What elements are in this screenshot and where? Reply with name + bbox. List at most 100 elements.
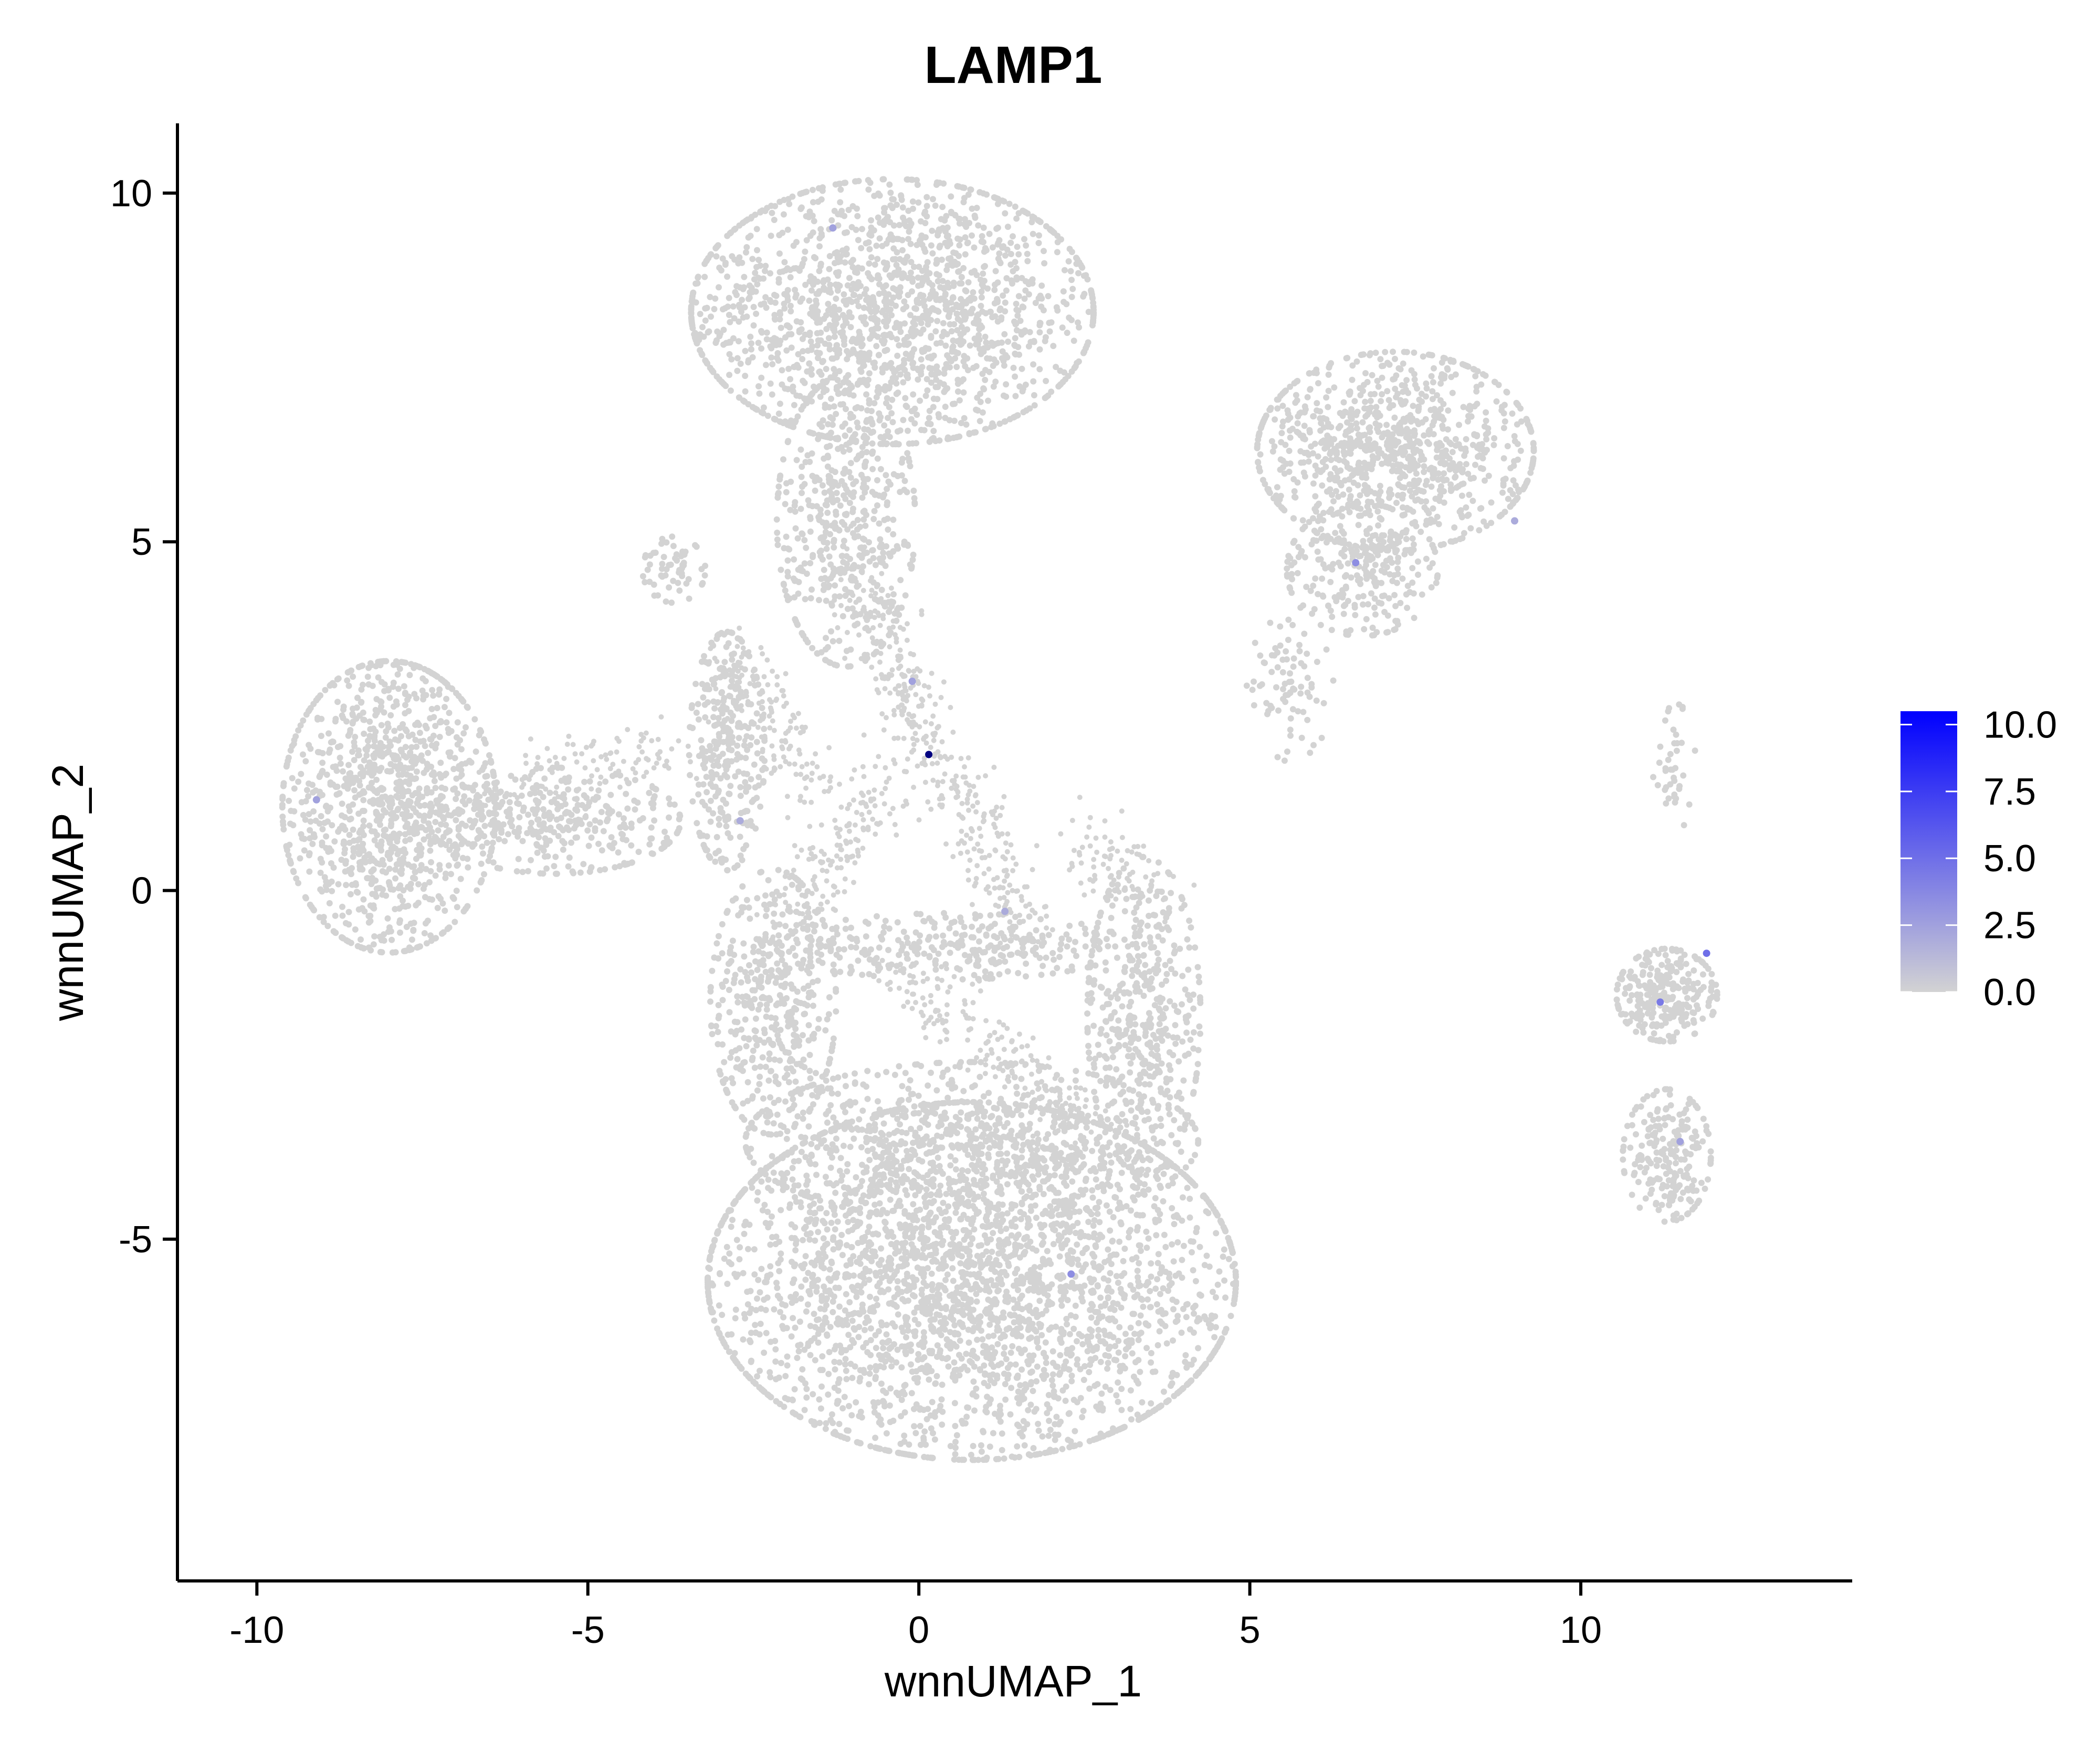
cell-point	[758, 301, 764, 308]
cell-point	[816, 243, 823, 250]
cell-point	[755, 774, 762, 780]
cell-point	[784, 226, 791, 233]
cell-point	[724, 968, 731, 975]
cell-point	[767, 1094, 773, 1101]
cell-point	[740, 904, 747, 911]
cell-point	[352, 926, 359, 933]
cell-point	[855, 237, 862, 244]
cell-point	[1019, 388, 1026, 395]
cell-point	[824, 644, 831, 650]
cell-point	[800, 403, 807, 409]
cell-point	[779, 957, 785, 964]
cell-point	[839, 401, 846, 408]
cell-point	[851, 292, 858, 298]
cell-point	[882, 917, 889, 924]
cell-point	[773, 1131, 780, 1138]
cell-point	[801, 1000, 807, 1007]
cell-point	[942, 228, 949, 235]
cell-point	[374, 766, 381, 773]
cell-point	[936, 180, 943, 186]
cell-point	[594, 794, 601, 801]
cell-point	[776, 992, 783, 999]
cell-point	[815, 355, 821, 362]
cell-point	[738, 1063, 744, 1070]
cell-point	[773, 292, 780, 299]
cell-point	[755, 257, 762, 263]
cell-point	[928, 306, 935, 313]
cell-point	[387, 823, 394, 829]
cell-point	[402, 788, 408, 795]
cell-point	[411, 776, 418, 782]
cell-point	[943, 213, 950, 219]
cell-point	[452, 841, 458, 848]
cell-point	[906, 228, 912, 235]
cell-point	[895, 389, 901, 396]
cell-point	[1056, 954, 1063, 961]
cell-point	[735, 338, 742, 345]
cell-point	[386, 866, 393, 872]
cell-point	[455, 861, 461, 868]
cell-point	[842, 229, 848, 236]
cell-point	[892, 302, 899, 309]
cell-point	[982, 949, 988, 955]
cell-point	[432, 819, 439, 826]
cell-point	[906, 217, 913, 224]
cell-point	[465, 864, 471, 871]
cell-point	[1036, 322, 1043, 329]
cell-point	[528, 857, 534, 863]
cell-point	[477, 879, 484, 885]
cell-point	[692, 330, 698, 336]
cell-point	[379, 891, 386, 898]
cell-point	[917, 330, 924, 337]
cell-point	[841, 946, 847, 953]
cell-point	[865, 920, 872, 927]
cell-point	[994, 959, 1000, 966]
cell-point	[295, 727, 302, 734]
cell-point	[732, 972, 739, 978]
cell-point	[378, 722, 385, 729]
cell-point	[774, 542, 781, 548]
cell-point	[771, 1024, 777, 1031]
cell-point	[441, 704, 448, 711]
cell-point	[845, 207, 852, 213]
cell-point	[365, 913, 372, 920]
cell-point	[900, 379, 907, 386]
cell-point	[823, 366, 830, 372]
cell-point	[848, 314, 855, 321]
cell-point	[794, 266, 801, 272]
cell-point	[719, 751, 726, 757]
cell-point	[1024, 935, 1031, 942]
cell-point	[524, 868, 531, 874]
cell-point	[402, 824, 409, 830]
cell-point	[345, 938, 352, 945]
cell-point	[928, 379, 934, 386]
cell-point	[890, 531, 897, 537]
cell-point	[351, 743, 358, 750]
cell-point	[696, 753, 702, 759]
cell-point	[815, 185, 822, 192]
cell-point	[905, 542, 911, 549]
cell-point	[298, 771, 304, 777]
cell-point	[392, 906, 398, 912]
cell-point	[742, 755, 749, 762]
cell-point	[1105, 943, 1111, 949]
cell-point	[873, 491, 879, 498]
cell-point	[442, 908, 448, 914]
cell-point	[445, 862, 452, 869]
cell-point	[914, 182, 921, 188]
cell-point	[737, 284, 743, 291]
cell-point	[1038, 282, 1045, 289]
cell-point	[462, 801, 469, 808]
cell-point	[670, 543, 677, 550]
cell-point	[659, 573, 666, 580]
cell-point	[650, 581, 657, 588]
cell-point	[732, 1047, 739, 1054]
cell-point	[702, 563, 709, 569]
cell-point	[793, 1033, 800, 1040]
cell-point	[908, 564, 915, 571]
cell-point	[1021, 236, 1027, 242]
cell-point	[894, 336, 900, 343]
cell-point	[847, 646, 854, 653]
cell-point	[408, 661, 414, 668]
cell-point	[736, 222, 743, 229]
